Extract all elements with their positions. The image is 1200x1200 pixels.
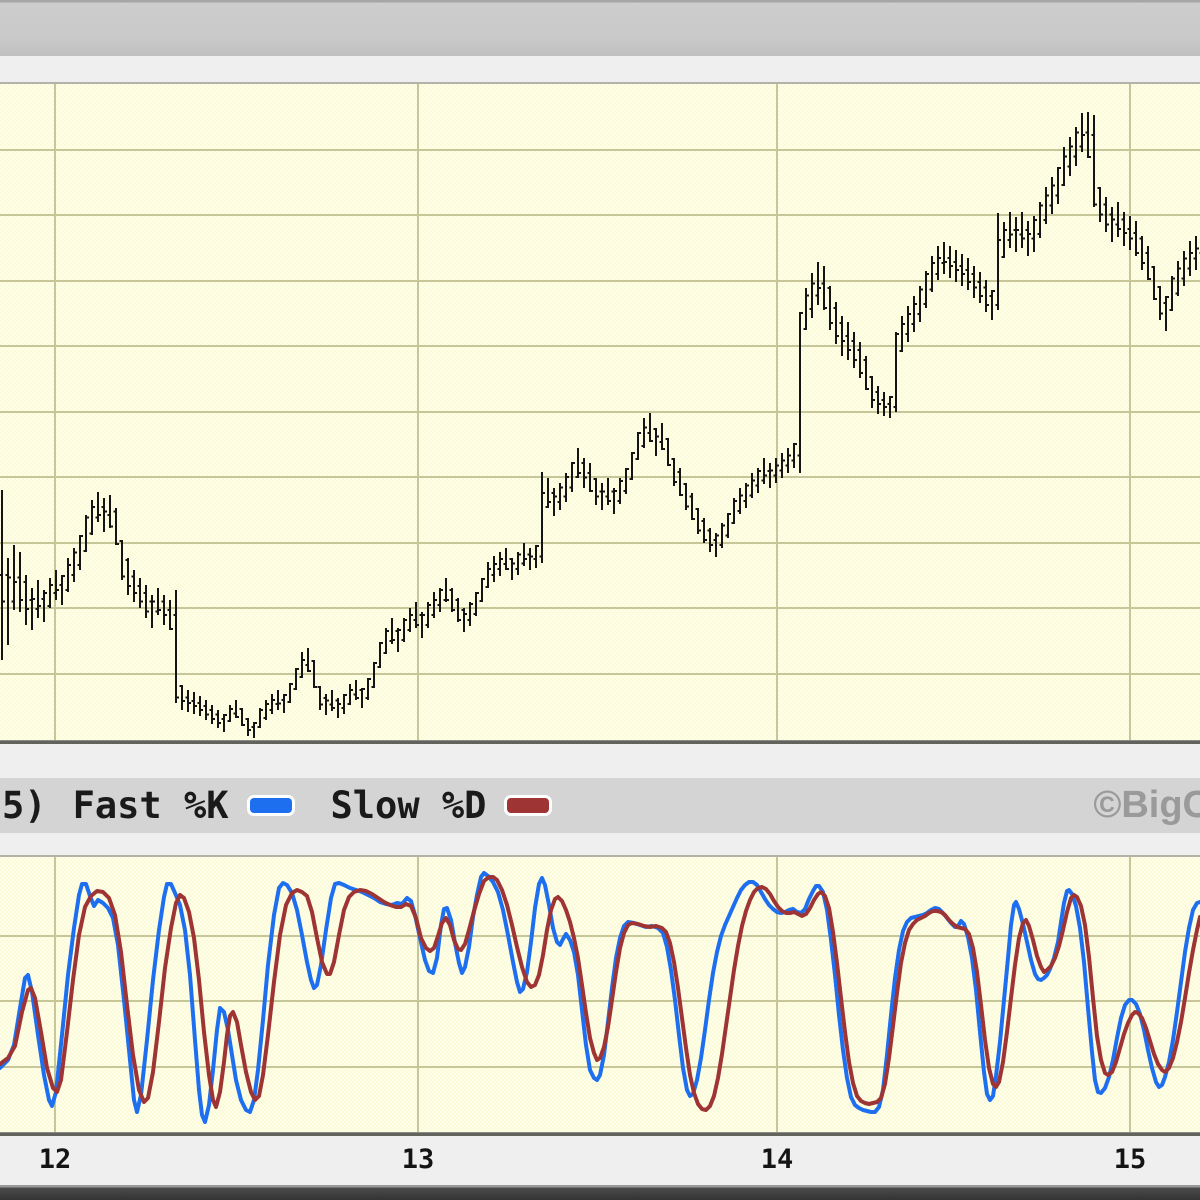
series-slow-d xyxy=(0,875,1200,1112)
slow-d-color-swatch xyxy=(504,795,553,816)
year-label-13: 13 xyxy=(401,1144,435,1175)
year-label-14: 14 xyxy=(760,1144,794,1175)
legend-label-slow-d: Slow %D xyxy=(330,784,487,827)
price-ohlc-chart xyxy=(0,84,1200,740)
fast-k-color-swatch xyxy=(246,795,295,816)
x-axis-year-strip: 12 13 14 15 xyxy=(0,1136,1200,1185)
stochastic-chart-panel xyxy=(0,857,1200,1132)
stoch-panel-bottom-border xyxy=(0,1132,1200,1136)
year-label-15: 15 xyxy=(1113,1144,1147,1175)
stochastic-oscillator-chart xyxy=(0,857,1200,1132)
stoch-panel-top-border xyxy=(0,855,1200,857)
top-toolbar xyxy=(0,0,1200,56)
price-panel-top-border xyxy=(0,82,1200,84)
series-fast-k xyxy=(0,871,1200,1124)
price-panel-bottom-border xyxy=(0,740,1200,744)
bigcharts-watermark: ©BigC xyxy=(1093,784,1200,826)
price-chart-panel xyxy=(0,84,1200,740)
bottom-dark-bar xyxy=(0,1185,1200,1200)
header-gap xyxy=(0,56,1200,82)
legend-label-fast-k: Fast %K xyxy=(72,784,229,827)
divider-strip xyxy=(0,744,1200,778)
year-label-12: 12 xyxy=(38,1144,72,1175)
legend-gap xyxy=(0,833,1200,855)
legend-prefix-text: 5) xyxy=(2,784,47,827)
legend-items: 5) Fast %K Slow %D xyxy=(0,784,553,827)
indicator-legend-bar: 5) Fast %K Slow %D ©BigC xyxy=(0,778,1200,833)
